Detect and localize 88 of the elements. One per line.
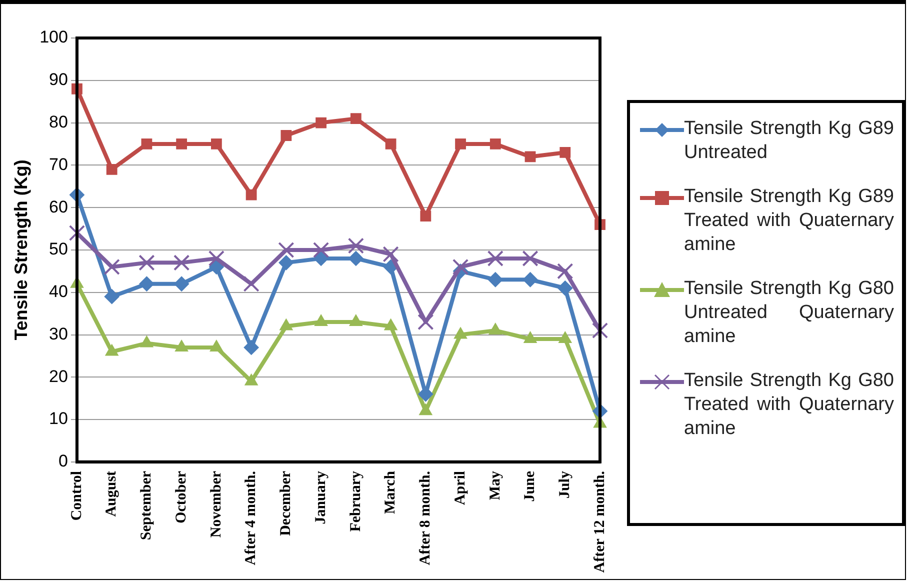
x-tick-label: October (173, 470, 190, 524)
legend-label: Tensile Strength Kg G80 Treated with Quaternary amine (684, 369, 894, 441)
point (419, 404, 432, 416)
point (278, 255, 294, 270)
point (382, 246, 399, 262)
point (348, 238, 364, 254)
x-tick-label: November (208, 470, 224, 538)
x-tick-label: December (278, 470, 294, 536)
point (208, 259, 224, 274)
point (210, 138, 222, 150)
point (104, 289, 120, 304)
point (105, 344, 118, 356)
x-tick-label: After 4 month. (243, 470, 260, 566)
point (244, 340, 259, 355)
point (314, 314, 328, 326)
point (140, 336, 154, 348)
x-tick-label: February (348, 470, 364, 532)
point (487, 250, 504, 267)
y-tick-label: 40 (49, 282, 68, 302)
point (418, 314, 434, 330)
legend-label: Tensile Strength Kg G80 Untreated Quaternary amine (684, 277, 894, 349)
x-tick-label: September (138, 470, 155, 540)
point (557, 263, 574, 280)
x-tick-label: April (452, 470, 468, 506)
y-tick-label: 10 (49, 409, 68, 428)
point (141, 138, 152, 150)
point (210, 340, 224, 352)
point (420, 210, 432, 222)
point (350, 113, 362, 124)
y-tick-label: 50 (49, 240, 68, 259)
y-tick-label: 60 (49, 197, 68, 216)
point (176, 138, 188, 150)
point (522, 272, 538, 288)
point (312, 242, 330, 258)
point (208, 250, 225, 267)
y-axis-title: Tensile Strength (Kg) (10, 160, 31, 340)
x-tick-label: June (522, 470, 538, 502)
y-tick-label: 20 (49, 366, 68, 386)
point (314, 250, 329, 266)
point (455, 138, 466, 150)
x-tick-label: After 8 month. (418, 470, 434, 566)
point (174, 254, 190, 271)
x-tick-label: After 12 month. (592, 470, 608, 573)
point (348, 250, 364, 266)
point (560, 147, 571, 158)
point (488, 323, 502, 335)
x-tick-label: August (104, 470, 120, 517)
legend-label: Tensile Strength Kg G89 Treated with Quaternary amine (684, 185, 894, 257)
point (558, 331, 572, 343)
point (454, 327, 468, 339)
point (316, 117, 326, 128)
point (138, 254, 155, 271)
point (558, 280, 573, 296)
point (174, 276, 190, 292)
y-tick-label: 70 (49, 154, 68, 174)
point (385, 138, 396, 150)
point (524, 331, 537, 343)
y-tick-label: 100 (40, 28, 68, 47)
x-tick-label: July (557, 470, 574, 498)
point (278, 242, 294, 258)
x-tick-label: Control (68, 470, 85, 521)
point (246, 189, 257, 200)
point (104, 258, 120, 275)
x-tick-label: March (382, 470, 399, 514)
point (349, 314, 362, 326)
point (68, 224, 86, 242)
point (592, 322, 608, 339)
point (280, 318, 293, 330)
x-tick-label: May (487, 470, 504, 500)
y-tick-label: 90 (49, 70, 68, 90)
y-tick-label: 0 (58, 452, 68, 471)
point (175, 340, 188, 352)
point (280, 130, 292, 141)
point (452, 258, 469, 275)
point (244, 374, 258, 386)
point (384, 318, 398, 330)
point (488, 272, 503, 288)
point (522, 250, 538, 267)
point (243, 276, 260, 292)
point (106, 164, 118, 175)
point (490, 138, 501, 150)
x-tick-label: January (312, 470, 329, 524)
y-tick-label: 30 (49, 324, 68, 344)
point (139, 276, 154, 292)
point (524, 151, 536, 162)
point (418, 386, 434, 402)
y-tick-label: 80 (49, 112, 68, 132)
legend-label: Tensile Strength Kg G89 Untreated (684, 117, 894, 165)
